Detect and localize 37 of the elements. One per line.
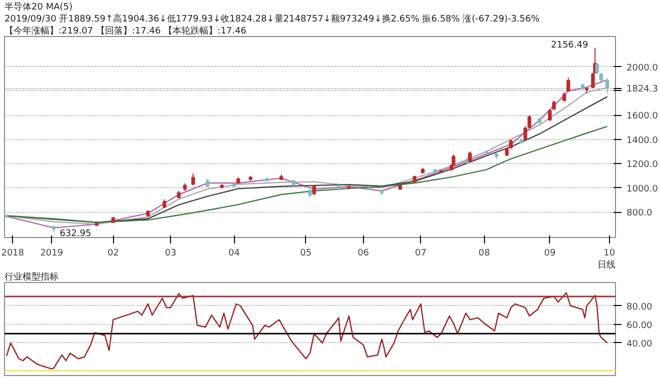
x-tick-label: 2018 [1,248,24,258]
y-tick-label: 40.00 [626,339,653,350]
y-tick-label: 1000.0 [626,184,658,194]
x-tick-label: 05 [300,248,312,258]
candlestick [562,92,566,102]
x-tick-label: 10 [604,248,616,258]
candlestick [191,172,195,186]
y-tick-label: 800.0 [626,208,653,219]
y-tick-label: 80.00 [626,302,653,312]
y-tick-label: 1400.0 [626,136,658,146]
x-tick-label: 04 [228,248,240,258]
annotation: 2156.49 [550,40,588,50]
candlestick [468,151,472,162]
y-tick-label: 2000.0 [626,63,658,74]
x-tick-label: 09 [544,248,556,258]
candlestick [566,77,570,92]
candlestick [595,62,599,75]
line-series [6,126,608,223]
x-tick-label: 02 [107,248,119,258]
y-tick-label: 1824.3 [626,84,658,95]
candlestick [605,78,610,94]
line-series [6,292,608,370]
y-tick-label: 1600.0 [626,112,658,122]
y-tick-label: 1200.0 [626,160,658,170]
x-tick-label: 06 [358,248,370,258]
y-tick-label: 60.00 [626,320,653,331]
chart-subtitle: 2019/09/30 开1889.59↑高1904.36↓低1779.93↓收1824.28↓量2148757↓额973249↓换2.65% 振6.58% 涨(-67.29)-3.56% [4,14,540,24]
x-tick-label: 2019 [40,248,64,258]
chart-title: 半导体20 MA(5) [4,2,72,12]
chart-title: 行业模型指标 [4,272,58,282]
annotation: 632.95 [60,228,92,239]
candlestick [552,100,556,110]
text: 日线 [598,260,616,270]
x-tick-label: 08 [478,248,490,258]
text: 【今年涨幅】:219.07 【回落】:17.46 【本轮跌幅】:17.46 [4,26,247,36]
x-tick-label: 03 [164,248,176,258]
x-tick-label: 07 [414,248,426,258]
